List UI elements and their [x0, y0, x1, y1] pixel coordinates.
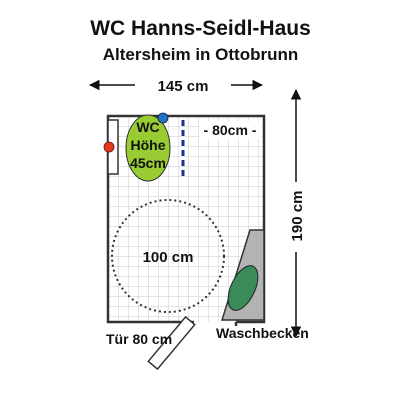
sink-basin	[227, 265, 259, 311]
diagram-title: WC Hanns-Seidl-Haus	[90, 17, 311, 40]
height-label: 190 cm	[289, 191, 306, 242]
turning-circle	[111, 199, 225, 313]
alarm-marker	[103, 141, 115, 153]
room-walls	[106, 114, 266, 324]
door-leaf	[147, 315, 196, 371]
toilet-label-height-word: Höhe	[131, 137, 166, 153]
width-label: 145 cm	[158, 78, 209, 95]
flush-button-marker	[157, 112, 169, 124]
door-label: Tür 80 cm	[106, 331, 172, 347]
turning-circle-label: 100 cm	[143, 249, 194, 266]
toilet-label-height-value: 45cm	[130, 155, 166, 171]
toilet-bowl	[125, 114, 171, 182]
toilet-label-wc: WC	[136, 119, 159, 135]
clearance-label: - 80cm -	[204, 122, 257, 138]
sink-label: Waschbecken	[216, 325, 309, 341]
diagram-subtitle: Altersheim in Ottobrunn	[102, 45, 299, 64]
